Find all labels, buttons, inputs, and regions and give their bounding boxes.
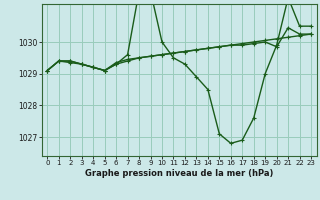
X-axis label: Graphe pression niveau de la mer (hPa): Graphe pression niveau de la mer (hPa) <box>85 169 273 178</box>
